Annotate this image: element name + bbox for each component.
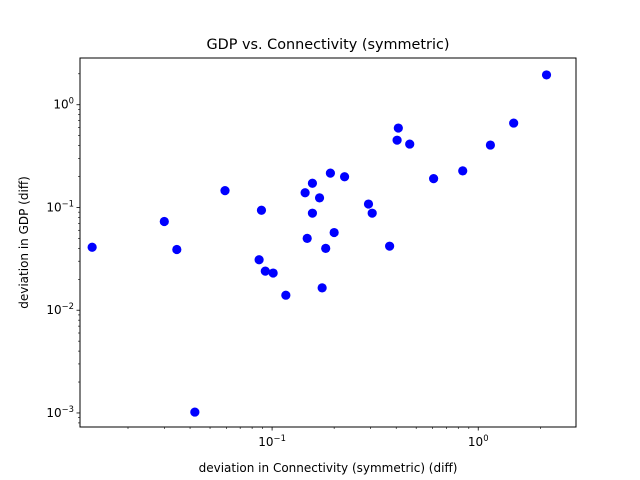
data-point [256, 205, 267, 215]
y-tick-label: 100 [53, 96, 74, 112]
data-point [392, 135, 402, 145]
data-point [329, 227, 339, 238]
data-point [281, 290, 291, 300]
data-point [325, 168, 336, 178]
data-point [268, 268, 278, 278]
data-point [87, 242, 97, 252]
data-points [87, 70, 552, 417]
data-point [363, 199, 374, 209]
y-tick-label: 10−2 [46, 301, 74, 317]
data-point [367, 208, 377, 218]
major-ticks: 10−1 100 10−3 10−2 10−1 100 [46, 96, 488, 449]
data-point [159, 216, 169, 227]
data-point [300, 188, 310, 198]
data-point [190, 407, 200, 417]
data-point [254, 255, 264, 265]
data-point [485, 140, 496, 150]
data-point [172, 244, 182, 255]
data-point [393, 123, 403, 133]
data-point [458, 166, 468, 176]
data-point [541, 70, 552, 80]
axes-frame [79, 57, 577, 428]
data-point [220, 185, 230, 196]
x-tick-label: 10−1 [258, 433, 286, 449]
data-point [509, 118, 519, 128]
y-axis-label: deviation in GDP (diff) [17, 176, 31, 309]
data-point [321, 243, 331, 253]
data-point [307, 208, 318, 218]
y-tick-label: 10−1 [46, 198, 74, 214]
y-tick-label: 10−3 [46, 404, 74, 420]
data-point [260, 266, 270, 276]
x-tick-label: 100 [468, 433, 489, 449]
data-point [385, 241, 395, 251]
chart-title: GDP vs. Connectivity (symmetric) [207, 37, 450, 53]
x-axis-label: deviation in Connectivity (symmetric) (d… [199, 461, 458, 475]
data-point [302, 233, 312, 244]
data-point [307, 178, 318, 188]
data-point [317, 283, 327, 293]
data-point [405, 139, 415, 149]
data-point [339, 172, 350, 182]
plot-area: 10−1 100 10−3 10−2 10−1 100 [46, 57, 577, 449]
data-point [314, 193, 325, 203]
data-point [429, 173, 439, 184]
